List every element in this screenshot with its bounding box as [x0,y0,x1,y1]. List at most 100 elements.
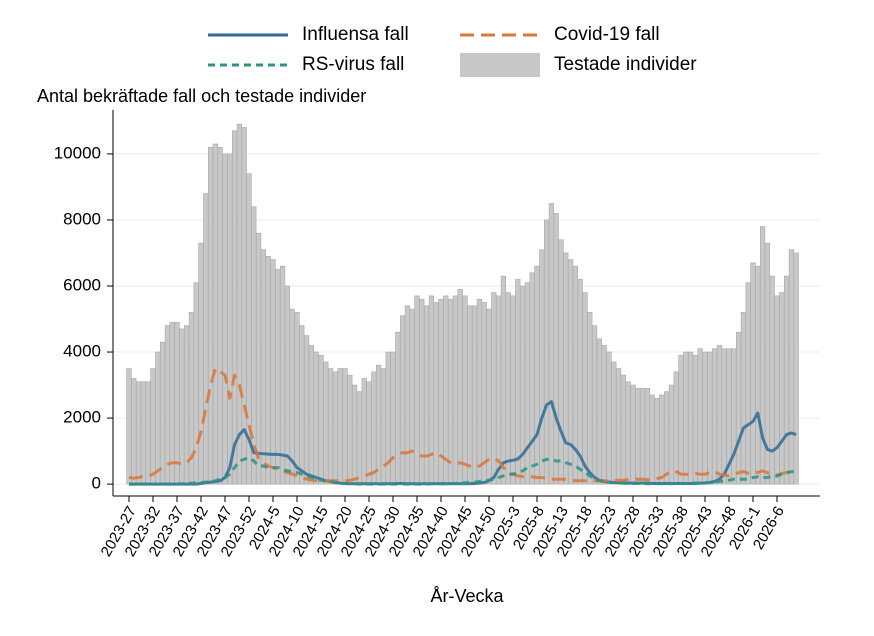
bar [735,331,742,485]
bar [692,355,698,485]
bar [591,325,598,485]
y-tick-label: 6000 [63,275,101,294]
bar [702,351,708,485]
bar [236,123,243,485]
bar [279,265,286,485]
bar [160,341,166,485]
series-line [129,456,797,486]
bar [443,295,449,485]
bar [136,381,142,485]
bar [260,249,267,485]
bar [596,338,602,485]
bar [783,275,790,485]
bar [327,368,334,485]
bar [582,292,588,485]
bar [179,328,185,485]
bar [323,361,329,485]
bar [318,355,324,485]
bar [663,391,670,485]
legend-label: RS-virus fall [302,54,404,75]
bar [687,351,694,485]
bar [356,391,363,485]
bar [433,302,439,485]
bar [169,322,175,485]
bar [716,345,722,485]
bar [534,265,540,485]
y-tick-label: 0 [92,474,101,493]
bar [457,288,463,485]
bar [155,351,161,485]
bar [174,322,180,485]
bar [275,269,281,485]
series-line [128,367,797,483]
bar [731,348,737,485]
bar [495,295,502,485]
bar [779,292,785,485]
bar [553,213,559,485]
bar [208,147,214,485]
bar [126,368,132,485]
bar [452,295,459,485]
y-tick-label: 4000 [63,342,101,361]
bar [222,153,228,485]
bar [587,312,593,485]
bar [481,302,487,485]
bar [131,378,137,485]
bar [668,384,674,485]
bar [740,312,746,485]
bar [788,249,794,485]
bar [793,252,799,485]
bar [251,206,257,485]
bar [150,368,156,485]
bar [471,305,478,485]
bar [361,378,367,485]
bar [510,295,516,485]
bar [491,292,497,485]
bar [750,262,756,485]
bar [390,351,396,485]
bar [462,295,468,485]
bar [399,315,406,485]
y-tick-label: 2000 [63,408,101,427]
bar [567,259,574,485]
bar [543,219,550,485]
bar [563,252,569,485]
bar [678,355,684,485]
bar [659,394,665,485]
bar [639,388,646,485]
bar [404,305,411,485]
bar [644,388,650,485]
bar [447,298,454,485]
bar [203,193,209,485]
bar [270,259,276,485]
bar [524,282,530,485]
bar [366,381,372,485]
bar [308,345,315,485]
bar [635,388,641,485]
bar [380,368,387,485]
bar [371,371,377,485]
bar [707,351,713,485]
bar [217,147,223,485]
bar [347,374,353,485]
legend-label: Influensa fall [302,24,409,45]
bar [673,371,679,485]
y-axis-title: Antal bekräftade fall och testade indivi… [37,86,366,106]
bar [601,345,607,485]
bar [558,239,564,485]
bar [227,153,233,485]
bar [486,308,492,485]
bar [505,292,511,485]
legend-swatch [460,53,540,77]
bar [529,272,535,485]
bar [711,348,718,485]
bar [140,381,147,485]
bar [409,308,415,485]
bar [303,335,310,485]
bar [697,348,703,485]
legend-label: Testade individer [554,54,697,75]
bar [351,384,358,485]
bar [745,282,751,485]
bar [294,312,300,485]
bar [299,325,305,485]
